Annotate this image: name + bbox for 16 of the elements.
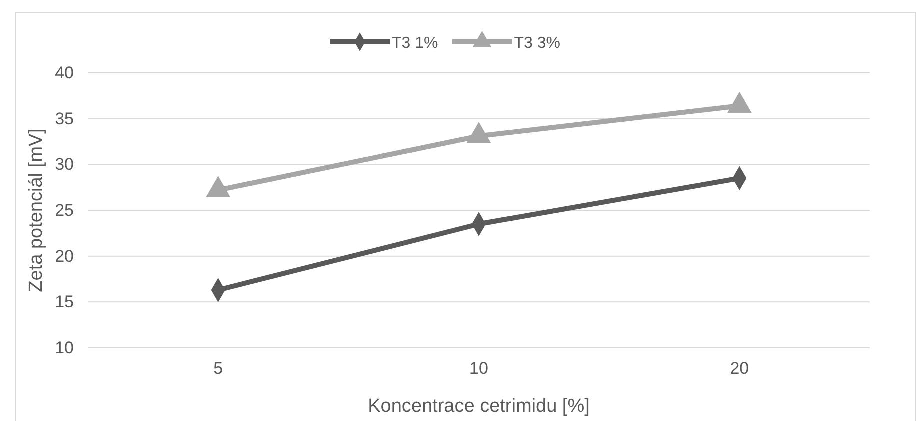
y-tick-label: 20 <box>55 246 74 266</box>
y-tick-label: 25 <box>55 200 74 220</box>
y-tick-label: 15 <box>55 292 74 312</box>
legend-label: T3 1% <box>392 35 438 52</box>
y-tick-label: 35 <box>55 109 74 128</box>
x-tick-label: 20 <box>730 359 750 378</box>
y-tick-label: 40 <box>55 63 74 82</box>
x-tick-label: 5 <box>214 359 224 378</box>
y-tick-label: 30 <box>55 155 74 174</box>
y-axis-title: Zeta potenciál [mV] <box>26 128 47 292</box>
point <box>727 92 752 114</box>
legend-label: T3 3% <box>514 35 560 52</box>
point <box>466 122 492 144</box>
x-axis-title: Koncentrace cetrimidu [%] <box>368 396 590 417</box>
y-tick-label: 10 <box>55 338 74 358</box>
x-tick-label: 10 <box>470 359 488 378</box>
